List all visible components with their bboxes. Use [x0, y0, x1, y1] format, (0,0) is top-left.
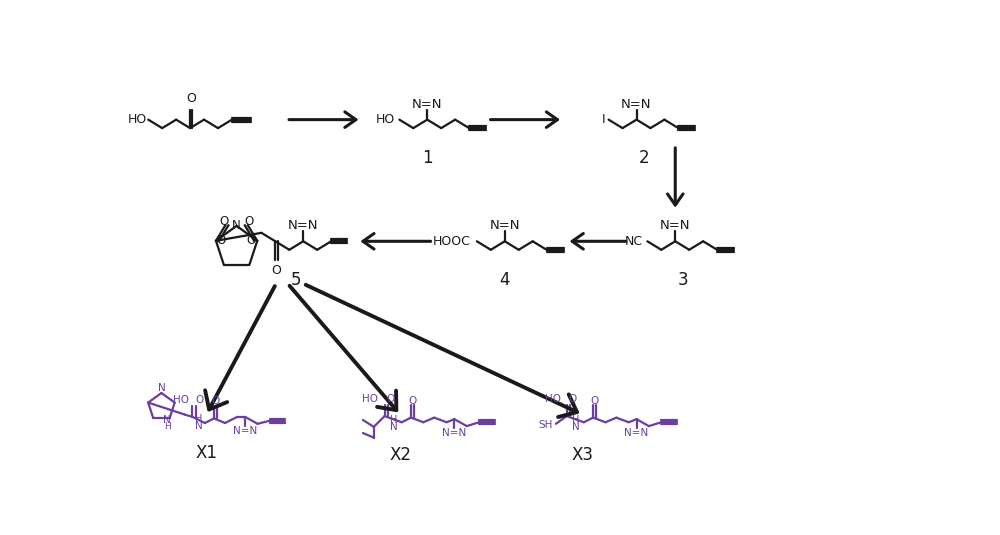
- Text: H: H: [195, 414, 202, 424]
- Text: O: O: [186, 92, 196, 105]
- Text: N=N: N=N: [621, 98, 652, 111]
- Text: N=N: N=N: [490, 219, 520, 232]
- Text: H: H: [572, 415, 580, 425]
- Text: SH: SH: [538, 421, 553, 430]
- Text: X3: X3: [571, 446, 593, 464]
- Text: N=N: N=N: [660, 219, 690, 232]
- Text: H: H: [390, 415, 398, 425]
- Text: N: N: [195, 421, 202, 431]
- Text: X1: X1: [195, 444, 217, 462]
- Text: HO: HO: [127, 113, 147, 126]
- Text: O: O: [246, 234, 256, 247]
- Text: N=N: N=N: [233, 426, 257, 435]
- Text: O: O: [216, 234, 225, 247]
- Text: 3: 3: [678, 271, 688, 289]
- Text: 1: 1: [422, 149, 433, 167]
- Text: O: O: [196, 395, 204, 405]
- Text: N: N: [390, 422, 398, 432]
- Text: H: H: [164, 422, 171, 431]
- Text: O: O: [272, 264, 281, 278]
- Text: 5: 5: [290, 271, 301, 289]
- Text: 2: 2: [639, 149, 650, 167]
- Text: HO: HO: [545, 394, 561, 404]
- Text: O: O: [568, 394, 577, 404]
- Text: HO: HO: [362, 394, 378, 404]
- Text: N=N: N=N: [412, 98, 442, 111]
- Text: X2: X2: [389, 446, 411, 464]
- Text: HOOC: HOOC: [433, 235, 471, 248]
- Text: N=N: N=N: [288, 219, 318, 232]
- Text: O: O: [212, 396, 220, 407]
- Text: O: O: [386, 394, 394, 404]
- Text: N=N: N=N: [624, 428, 649, 438]
- Text: NC: NC: [625, 235, 643, 248]
- Text: O: O: [219, 215, 228, 228]
- Text: 4: 4: [500, 271, 510, 289]
- Text: O: O: [591, 396, 599, 406]
- Text: N=N: N=N: [442, 428, 466, 438]
- Text: O: O: [408, 396, 417, 406]
- Text: O: O: [245, 215, 254, 228]
- Text: N: N: [163, 415, 171, 425]
- Text: HO: HO: [375, 113, 395, 126]
- Text: N: N: [158, 383, 165, 393]
- Text: HO: HO: [173, 395, 189, 405]
- Text: N: N: [232, 219, 241, 232]
- Text: N: N: [572, 422, 580, 432]
- Text: I: I: [602, 113, 606, 126]
